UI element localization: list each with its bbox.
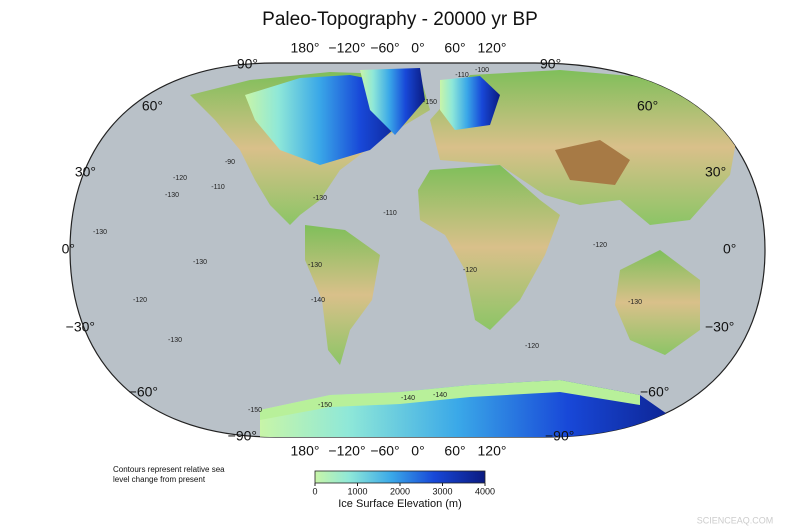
latitude-label: 60° (637, 98, 658, 114)
note-line: level change from present (113, 475, 206, 484)
map-title: Paleo-Topography - 20000 yr BP (262, 9, 538, 30)
contour-label: -120 (133, 297, 147, 304)
contour-label: -130 (93, 229, 107, 236)
colorbar (314, 470, 486, 484)
africa (418, 165, 560, 330)
contour-label: -110 (211, 184, 225, 191)
contour-label: -120 (173, 175, 187, 182)
contour-label: -130 (193, 259, 207, 266)
greenland-ice (360, 68, 425, 135)
south-america (305, 225, 380, 365)
longitude-label: 0° (411, 443, 424, 459)
latitude-label: −30° (66, 319, 95, 335)
latitude-label: 0° (62, 241, 75, 257)
latitude-label: −60° (129, 384, 158, 400)
landmasses (190, 68, 740, 437)
contour-label: -130 (165, 192, 179, 199)
longitude-label: −120° (328, 40, 365, 56)
contour-label: -130 (168, 337, 182, 344)
note-line: Contours represent relative sea (113, 465, 225, 474)
longitude-label: 180° (291, 443, 320, 459)
longitude-label: 60° (444, 40, 465, 56)
contour-label: -110 (455, 72, 469, 79)
contour-label: -90 (225, 159, 235, 166)
longitude-label: −60° (370, 443, 399, 459)
colorbar-tick-label: 1000 (347, 486, 367, 496)
latitude-label: 60° (142, 98, 163, 114)
contour-label: -130 (313, 195, 327, 202)
longitude-label: 60° (444, 443, 465, 459)
latitude-label: −90° (228, 428, 257, 444)
contour-label: -150 (423, 99, 437, 106)
longitude-label: 180° (291, 40, 320, 56)
tibet (555, 140, 630, 185)
longitude-label: 120° (478, 443, 507, 459)
contour-label: -120 (593, 242, 607, 249)
scandinavian-ice (440, 76, 500, 130)
contour-label: -130 (308, 262, 322, 269)
australia (615, 250, 700, 355)
contour-label: -110 (383, 210, 397, 217)
colorbar-tick-label: 4000 (475, 486, 495, 496)
contour-label: -140 (311, 297, 325, 304)
latitude-label: 30° (75, 164, 96, 180)
longitude-label: 120° (478, 40, 507, 56)
contour-label: -120 (463, 267, 477, 274)
latitude-label: 0° (723, 241, 736, 257)
contour-label: -140 (433, 392, 447, 399)
contour-label: -120 (525, 343, 539, 350)
contour-label: -100 (475, 67, 489, 74)
colorbar-tick-label: 2000 (390, 486, 410, 496)
longitude-label: −120° (328, 443, 365, 459)
latitude-label: 90° (237, 56, 258, 72)
colorbar-tick-label: 3000 (432, 486, 452, 496)
contour-label: -150 (248, 407, 262, 414)
contour-label: -150 (318, 402, 332, 409)
contour-label: -130 (628, 299, 642, 306)
latitude-label: 90° (540, 56, 561, 72)
contour-label: -140 (401, 395, 415, 402)
latitude-label: −30° (705, 319, 734, 335)
watermark: SCIENCEAQ.COM (697, 515, 774, 525)
antarctic-coast (260, 380, 640, 420)
latitude-label: −60° (640, 384, 669, 400)
latitude-label: −90° (545, 428, 574, 444)
colorbar-tick-label: 0 (312, 486, 317, 496)
latitude-label: 30° (705, 164, 726, 180)
colorbar-label: Ice Surface Elevation (m) (338, 498, 462, 510)
longitude-label: −60° (370, 40, 399, 56)
longitude-label: 0° (411, 40, 424, 56)
